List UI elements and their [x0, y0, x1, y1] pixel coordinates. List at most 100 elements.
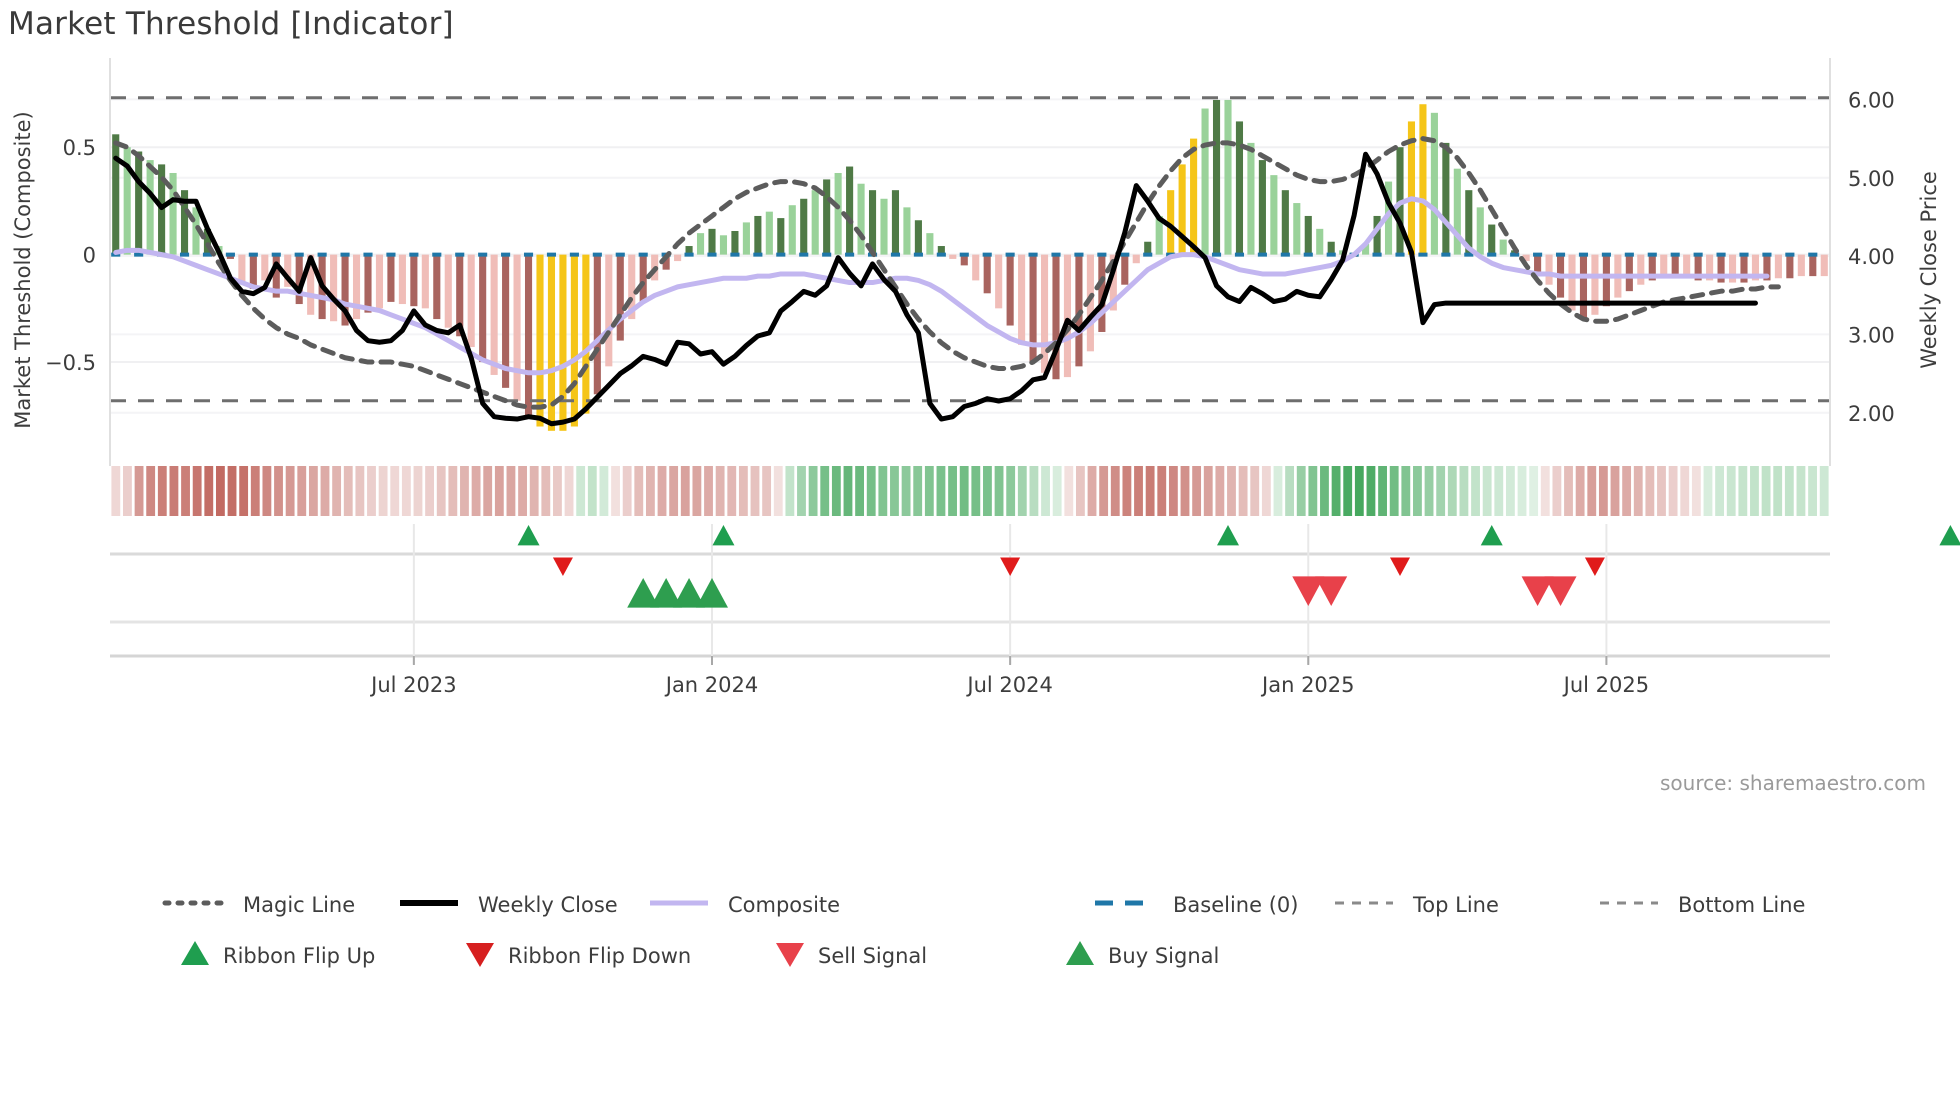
ribbon-cell	[1180, 466, 1190, 516]
threshold-bar	[479, 254, 487, 363]
legend-label: Buy Signal	[1108, 944, 1219, 968]
threshold-bar	[146, 160, 154, 255]
threshold-bar	[857, 183, 865, 255]
ribbon-cell	[1784, 466, 1794, 516]
ribbon-cell	[297, 466, 307, 516]
ribbon-cell	[1540, 466, 1550, 516]
threshold-bar	[754, 215, 762, 255]
ribbon-cell	[901, 466, 911, 516]
legend-item-ribbon-flip-up: Ribbon Flip Up	[181, 941, 375, 968]
threshold-bar	[960, 254, 968, 266]
threshold-bar	[1786, 254, 1794, 279]
threshold-bar	[582, 254, 590, 414]
ribbon-flip-down-marker	[1000, 557, 1021, 576]
ribbon-cell	[750, 466, 760, 516]
ribbon-cell	[448, 466, 458, 516]
ribbon-cell	[1471, 466, 1480, 516]
ribbon-cell	[1796, 466, 1806, 516]
threshold-bar	[1797, 254, 1805, 277]
threshold-bar	[1728, 254, 1737, 283]
threshold-bars	[112, 99, 1828, 431]
ribbon-cell	[204, 466, 214, 516]
ribbon-cell	[239, 466, 249, 516]
ribbon-cell	[1738, 466, 1748, 516]
ribbon-cell	[1575, 466, 1585, 516]
threshold-bar	[1534, 254, 1542, 272]
threshold-bar	[1040, 254, 1049, 373]
threshold-bar	[868, 190, 877, 255]
legend-label: Baseline (0)	[1173, 893, 1298, 917]
ribbon-cell	[785, 466, 795, 516]
threshold-bar	[421, 254, 429, 309]
left-tick-label: 0	[83, 244, 96, 268]
threshold-bar	[1671, 254, 1679, 277]
threshold-bar	[1235, 121, 1244, 255]
threshold-bar	[995, 254, 1003, 309]
threshold-bar	[559, 254, 567, 431]
threshold-bar	[272, 254, 280, 298]
ribbon-cell	[890, 466, 899, 516]
threshold-bar	[1430, 112, 1438, 255]
ribbon-cell	[1157, 466, 1167, 516]
buy-signal-marker	[627, 578, 660, 608]
threshold-bar	[249, 254, 257, 290]
ribbon-cell	[959, 466, 969, 516]
ribbon-cell	[274, 466, 283, 516]
x-tick-label: Jan 2025	[1260, 673, 1355, 697]
legend-item-sell-signal: Sell Signal	[776, 943, 927, 968]
legend-label: Bottom Line	[1678, 893, 1805, 917]
threshold-bar	[135, 151, 143, 255]
threshold-bar	[1453, 168, 1461, 255]
ribbon-cell	[1017, 466, 1027, 516]
threshold-bar	[180, 190, 189, 255]
threshold-bar	[1098, 254, 1106, 332]
threshold-bar	[524, 254, 533, 416]
ribbon-cell	[343, 466, 353, 516]
threshold-bar	[1304, 215, 1312, 255]
ribbon-cell	[1668, 466, 1678, 516]
ribbon-cell	[1331, 466, 1341, 516]
threshold-bar	[1763, 254, 1771, 281]
ribbon-cell	[843, 466, 853, 516]
ribbon-cell	[192, 466, 202, 516]
ribbon-cell	[704, 466, 713, 516]
legend-item-baseline: Baseline (0)	[1095, 893, 1298, 917]
threshold-bar	[983, 254, 991, 294]
ribbon-cell	[1378, 466, 1387, 516]
ribbon-cell	[622, 466, 632, 516]
threshold-bar	[1694, 254, 1702, 281]
ribbon-cell	[1145, 466, 1155, 516]
ribbon-cell	[564, 466, 574, 516]
ribbon-cell	[611, 466, 620, 516]
ribbon-cell	[157, 466, 167, 516]
threshold-bar	[295, 254, 303, 305]
legend-label: Sell Signal	[818, 944, 927, 968]
ribbon-flip-up-marker	[517, 525, 540, 546]
ribbon-cell	[541, 466, 551, 516]
threshold-bar	[788, 205, 796, 255]
threshold-bar	[1281, 190, 1289, 255]
threshold-bar	[1407, 121, 1416, 255]
threshold-bar	[731, 230, 739, 255]
ribbon-cell	[1308, 466, 1318, 516]
right-tick-label: 2.00	[1848, 402, 1895, 426]
ribbon-cell	[494, 466, 504, 516]
ribbon-cell	[436, 466, 446, 516]
ribbon-cell	[413, 466, 423, 516]
threshold-bar	[628, 254, 636, 320]
ribbon-cell	[1354, 466, 1364, 516]
threshold-bar	[1224, 99, 1232, 255]
threshold-bar	[570, 254, 578, 427]
threshold-bar	[1109, 254, 1117, 311]
ribbon-cell	[808, 466, 818, 516]
threshold-bar	[1121, 254, 1129, 285]
threshold-bar	[639, 254, 647, 302]
right-tick-label: 3.00	[1848, 323, 1895, 347]
threshold-bar	[765, 211, 773, 255]
threshold-bar	[226, 254, 234, 259]
threshold-bar	[880, 198, 888, 255]
threshold-bar	[536, 254, 544, 427]
ribbon-cell	[1075, 466, 1085, 516]
sell-signal-marker	[1292, 576, 1325, 606]
